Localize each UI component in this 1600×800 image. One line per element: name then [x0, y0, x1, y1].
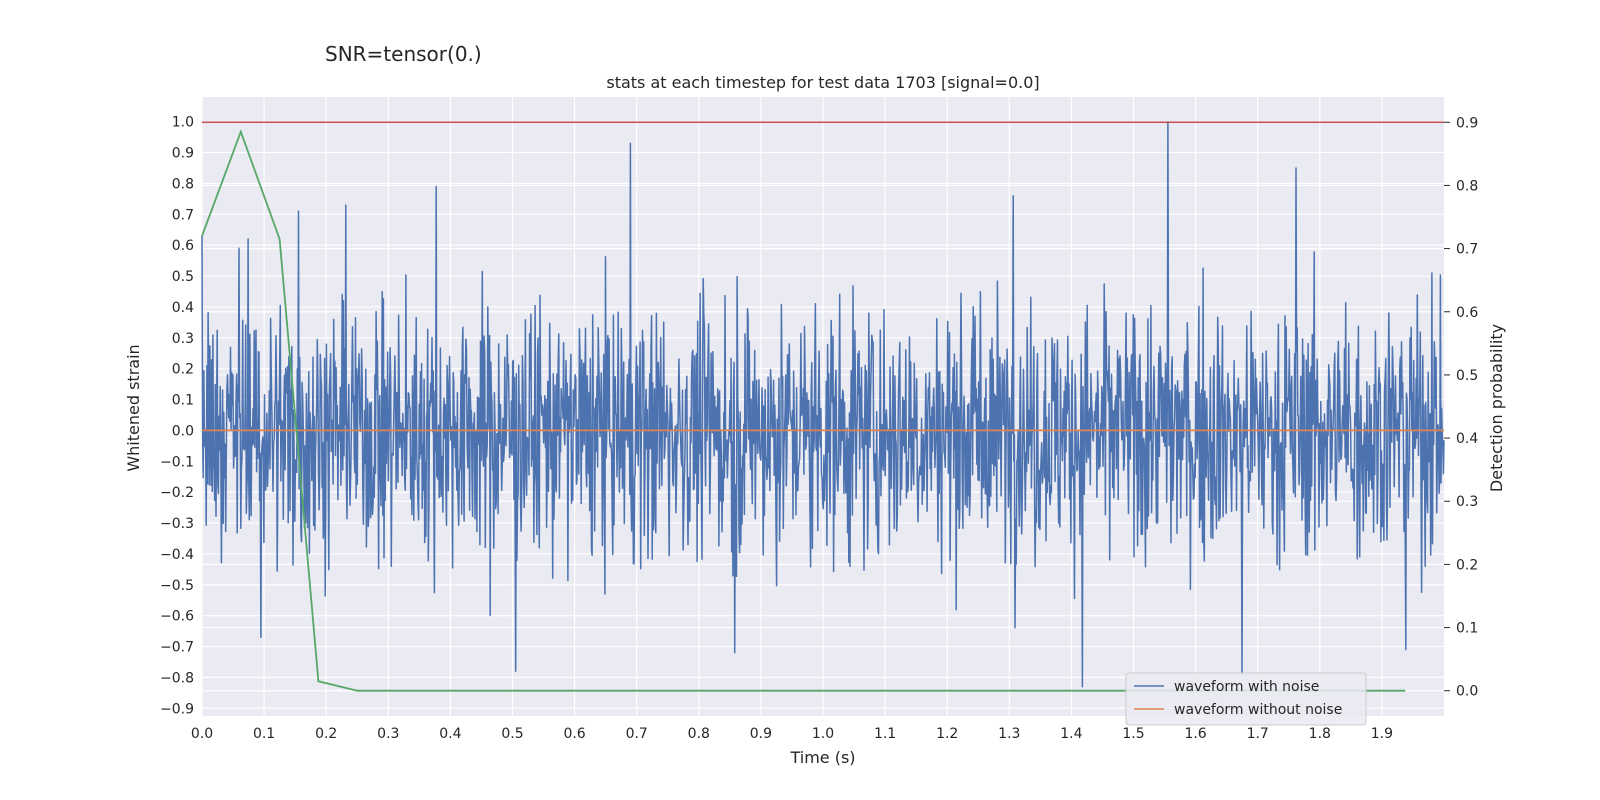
x-tick-label: 0.5 — [501, 726, 523, 742]
y-tick-label: −0.3 — [160, 516, 194, 532]
y-tick-label: −0.4 — [160, 547, 194, 563]
y-tick-label: −0.1 — [160, 454, 194, 470]
y-tick-label: 0.8 — [172, 176, 194, 192]
x-tick-label: 0.2 — [315, 726, 337, 742]
grid-lines — [201, 97, 1444, 716]
y2-tick-label: 0.5 — [1456, 368, 1478, 384]
x-tick-label: 1.1 — [874, 726, 896, 742]
y-tick-label: 0.2 — [172, 362, 194, 378]
y2-tick-label: 0.2 — [1456, 557, 1478, 573]
y2-tick-label: 0.9 — [1456, 115, 1478, 131]
y-tick-label: 0.6 — [172, 238, 194, 254]
figure-suptitle: SNR=tensor(0.) — [325, 42, 482, 66]
y-tick-label: 1.0 — [172, 115, 194, 131]
x-tick-label: 1.7 — [1247, 726, 1269, 742]
y-tick-label: −0.6 — [160, 609, 194, 625]
x-tick-label: 0.7 — [626, 726, 648, 742]
x-tick-label: 1.6 — [1184, 726, 1206, 742]
y-tick-label: −0.8 — [160, 670, 194, 686]
legend: waveform with noise waveform without noi… — [1125, 672, 1367, 726]
y2-axis-label: Detection probability — [1487, 324, 1506, 492]
x-axis-label: Time (s) — [789, 748, 855, 767]
x-tick-label: 0.9 — [750, 726, 772, 742]
y-axis-ticks: 1.0 0.9 0.8 0.7 0.6 0.5 0.4 0.3 0.2 0.1 0.0 −0.1 −0.… — [160, 115, 194, 718]
y-tick-label: 0.4 — [172, 300, 194, 316]
legend-box — [1125, 672, 1367, 726]
y-tick-label: −0.9 — [160, 701, 194, 717]
y2-tick-label: 0.7 — [1456, 242, 1478, 258]
legend-label-waveform-with-noise: waveform with noise — [1174, 679, 1319, 695]
y-tick-label: −0.5 — [160, 578, 194, 594]
x-tick-label: 1.5 — [1122, 726, 1144, 742]
x-tick-label: 0.0 — [191, 726, 213, 742]
y2-tick-label: 0.4 — [1456, 431, 1478, 447]
x-tick-label: 0.6 — [563, 726, 585, 742]
x-tick-label: 1.9 — [1371, 726, 1393, 742]
series-waveform-with-noise — [201, 120, 1445, 688]
y-tick-label: 0.1 — [172, 393, 194, 409]
y2-axis-ticks: 0.9 0.8 0.7 0.6 0.5 0.4 0.3 0.2 0.1 0.0 — [1444, 115, 1478, 700]
x-tick-label: 0.8 — [688, 726, 710, 742]
x-tick-label: 1.3 — [998, 726, 1020, 742]
y-tick-label: −0.7 — [160, 640, 194, 656]
y2-tick-label: 0.6 — [1456, 305, 1478, 321]
y2-tick-label: 0.0 — [1456, 684, 1478, 700]
y2-tick-label: 0.3 — [1456, 494, 1478, 510]
chart-title: stats at each timestep for test data 170… — [606, 73, 1039, 92]
y2-tick-label: 0.1 — [1456, 621, 1478, 637]
x-tick-label: 1.8 — [1309, 726, 1331, 742]
y-axis-label: Whitened strain — [124, 344, 143, 471]
x-tick-label: 1.0 — [812, 726, 834, 742]
x-tick-label: 1.2 — [936, 726, 958, 742]
y-tick-label: 0.0 — [172, 423, 194, 439]
y-tick-label: 0.3 — [172, 331, 194, 347]
y-tick-label: −0.2 — [160, 485, 194, 501]
x-axis-ticks: 0.0 0.1 0.2 0.3 0.4 0.5 0.6 0.7 0.8 0.9 1.0 1.1 1.2 1… — [191, 726, 1393, 742]
y-tick-label: 0.9 — [172, 146, 194, 162]
x-tick-label: 0.4 — [439, 726, 461, 742]
y2-tick-label: 0.8 — [1456, 178, 1478, 194]
y-tick-label: 0.7 — [172, 207, 194, 223]
x-tick-label: 1.4 — [1060, 726, 1082, 742]
legend-label-waveform-without-noise: waveform without noise — [1174, 702, 1342, 718]
x-tick-label: 0.3 — [377, 726, 399, 742]
y-tick-label: 0.5 — [172, 269, 194, 285]
x-tick-label: 0.1 — [253, 726, 275, 742]
